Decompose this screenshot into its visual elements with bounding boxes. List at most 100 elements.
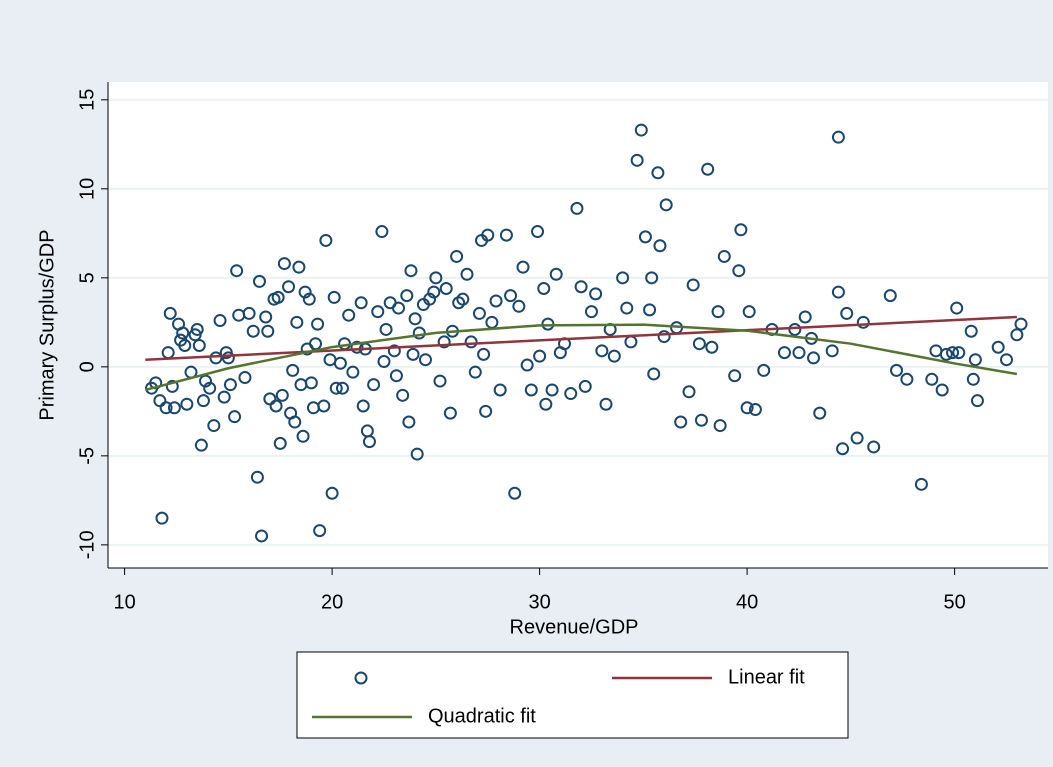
scatter-point xyxy=(914,477,928,491)
scatter-point xyxy=(196,394,210,408)
scatter-point xyxy=(516,260,530,274)
scatter-point xyxy=(477,347,491,361)
scatter-point xyxy=(159,401,173,415)
scatter-point xyxy=(1010,328,1024,342)
scatter-point xyxy=(379,322,393,336)
scatter-point xyxy=(423,292,437,306)
scatter-point xyxy=(946,346,960,360)
scatter-point xyxy=(192,338,206,352)
scatter-point xyxy=(288,415,302,429)
scatter-point xyxy=(167,401,181,415)
scatter-point xyxy=(966,372,980,386)
scatter-point xyxy=(362,435,376,449)
scatter-point xyxy=(377,354,391,368)
scatter-point xyxy=(259,310,273,324)
scatter-point xyxy=(406,347,420,361)
scatter-point xyxy=(964,324,978,338)
scatter-point xyxy=(825,344,839,358)
scatter-point xyxy=(367,378,381,392)
scatter-point xyxy=(545,383,559,397)
scatter-point xyxy=(346,365,360,379)
x-axis-label: Revenue/GDP xyxy=(510,616,639,638)
scatter-point xyxy=(396,388,410,402)
scatter-point xyxy=(252,274,266,288)
scatter-point xyxy=(319,233,333,247)
scatter-point xyxy=(238,371,252,385)
y-tick-label: 10 xyxy=(76,178,98,200)
scatter-point xyxy=(230,264,244,278)
scatter-point xyxy=(155,511,169,525)
scatter-point xyxy=(223,378,237,392)
scatter-point xyxy=(520,358,534,372)
scatter-point xyxy=(831,285,845,299)
scatter-point xyxy=(429,271,443,285)
scatter-point xyxy=(694,413,708,427)
scatter-point xyxy=(489,294,503,308)
scatter-point xyxy=(472,306,486,320)
scatter-point xyxy=(653,239,667,253)
legend xyxy=(296,651,849,739)
scatter-point xyxy=(479,404,493,418)
scatter-point xyxy=(890,363,904,377)
scatter-point xyxy=(595,344,609,358)
fit-line xyxy=(145,323,1018,392)
scatter-point xyxy=(991,340,1005,354)
scatter-point xyxy=(437,335,451,349)
scatter-point xyxy=(439,282,453,296)
scatter-point xyxy=(389,369,403,383)
scatter-point xyxy=(674,415,688,429)
scatter-point xyxy=(468,365,482,379)
scatter-point xyxy=(867,440,881,454)
scatter-point xyxy=(271,290,285,304)
scatter-point xyxy=(705,340,719,354)
scatter-point xyxy=(302,292,316,306)
scatter-point xyxy=(190,322,204,336)
scatter-point xyxy=(246,324,260,338)
scatter-point xyxy=(408,312,422,326)
scatter-point xyxy=(537,282,551,296)
scatter-point xyxy=(856,315,870,329)
scatter-point xyxy=(713,419,727,433)
scatter-point xyxy=(734,223,748,237)
scatter-point xyxy=(402,415,416,429)
scatter-point xyxy=(180,397,194,411)
scatter-point xyxy=(584,305,598,319)
scatter-point xyxy=(456,292,470,306)
scatter-point xyxy=(165,379,179,393)
scatter-point xyxy=(481,228,495,242)
scatter-point xyxy=(275,388,289,402)
scatter-point xyxy=(657,330,671,344)
scatter-point xyxy=(564,387,578,401)
x-tick-label: 10 xyxy=(113,591,135,613)
scatter-point xyxy=(549,267,563,281)
scatter-point xyxy=(935,383,949,397)
scatter-point xyxy=(261,324,275,338)
scatter-point xyxy=(968,353,982,367)
scatter-point xyxy=(418,353,432,367)
scatter-point xyxy=(999,353,1013,367)
legend-label: Quadratic fit xyxy=(428,705,536,727)
scatter-point xyxy=(883,289,897,303)
x-tick-label: 30 xyxy=(528,591,550,613)
scatter-point xyxy=(599,397,613,411)
scatter-point xyxy=(433,374,447,388)
scatter-point xyxy=(400,289,414,303)
scatter-point xyxy=(757,363,771,377)
scatter-point xyxy=(524,383,538,397)
x-tick-label: 40 xyxy=(736,591,758,613)
scatter-point xyxy=(327,290,341,304)
scatter-point xyxy=(682,385,696,399)
scatter-point xyxy=(443,406,457,420)
scatter-point xyxy=(499,228,513,242)
scatter-point xyxy=(748,403,762,417)
scatter-point xyxy=(645,271,659,285)
scatter-point xyxy=(427,285,441,299)
scatter-point xyxy=(900,372,914,386)
scatter-point xyxy=(807,351,821,365)
scatter-point xyxy=(630,153,644,167)
scatter-point xyxy=(616,271,630,285)
scatter-point xyxy=(342,308,356,322)
scatter-point xyxy=(325,486,339,500)
scatter-point xyxy=(221,351,235,365)
